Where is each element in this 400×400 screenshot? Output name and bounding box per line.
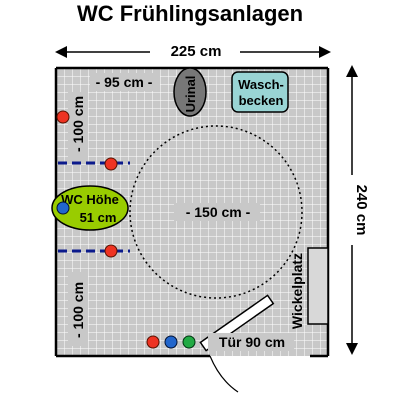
changing-table-label: Wickelplatz — [289, 253, 305, 329]
width-dimension: 225 cm — [55, 40, 331, 60]
height-dimension: 240 cm — [343, 65, 370, 355]
width-label: 225 cm — [171, 43, 222, 60]
button-dot-icon — [104, 244, 118, 258]
turning-circle — [129, 125, 303, 299]
button-dot-icon — [146, 335, 160, 349]
button-dot-icon — [56, 110, 70, 124]
turning-circle-label: - 150 cm - — [186, 204, 251, 220]
button-dot-icon — [164, 335, 178, 349]
upper-100-label: - 100 cm — [70, 96, 86, 152]
button-dot-icon — [104, 157, 118, 171]
urinal: Urinal — [173, 67, 207, 117]
lower-100-label: - 100 cm — [70, 282, 86, 338]
button-dot-icon — [56, 201, 70, 215]
sink-label-line1: Wasch- — [238, 77, 284, 92]
sink: Wasch- becken — [231, 71, 289, 113]
button-dot-icon — [182, 335, 196, 349]
wc-label-line2: 51 cm — [80, 210, 117, 225]
wc-label-line1: WC Höhe — [61, 192, 119, 207]
urinal-label: Urinal — [183, 76, 198, 113]
span-95-label: - 95 cm - — [96, 74, 153, 90]
door-label: Tür 90 cm — [219, 334, 285, 350]
sink-label-line2: becken — [239, 93, 284, 108]
wc: WC Höhe 51 cm — [51, 185, 129, 231]
page-title: WC Frühlingsanlagen — [77, 1, 303, 26]
height-label: 240 cm — [353, 185, 370, 236]
changing-table: Wickelplatz — [289, 247, 329, 329]
